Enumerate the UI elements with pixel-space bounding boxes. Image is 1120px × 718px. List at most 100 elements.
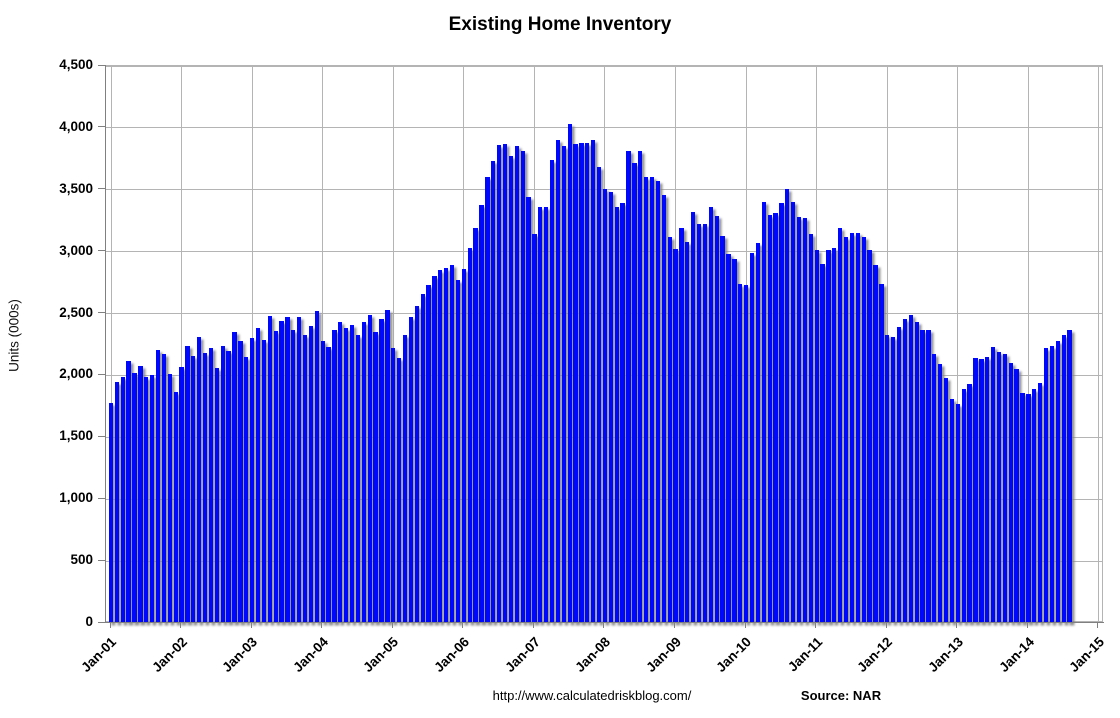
bar-2009-08 <box>714 215 719 623</box>
x-axis-line <box>99 622 1104 623</box>
bar-2013-06 <box>985 356 990 623</box>
bar-2010-02 <box>749 252 755 623</box>
x-tick-label-Jan-13: Jan-13 <box>925 634 967 676</box>
bar-2002-11 <box>238 340 243 623</box>
bar-2011-06 <box>843 236 849 623</box>
bar-2005-08 <box>432 276 437 623</box>
y-tick-label-2,000: 2,000 <box>59 366 93 382</box>
bar-2001-09 <box>155 350 161 623</box>
bar-2004-10 <box>373 332 378 623</box>
bar-2011-02 <box>820 264 825 623</box>
bar-2002-01 <box>179 366 184 623</box>
bar-2005-03 <box>402 334 408 623</box>
y-tick-mark <box>98 497 105 499</box>
bar-2003-03 <box>261 339 267 623</box>
y-tick-mark <box>98 312 105 314</box>
bar-2005-02 <box>397 358 402 623</box>
x-tick-label-Jan-02: Jan-02 <box>149 634 190 676</box>
y-tick-label-1,000: 1,000 <box>59 490 93 506</box>
bar-2008-07 <box>638 151 643 623</box>
bar-2009-11 <box>732 259 737 623</box>
bar-2013-02 <box>961 389 966 623</box>
bar-2005-05 <box>414 306 419 623</box>
bar-2003-04 <box>267 316 272 623</box>
bar-2001-08 <box>150 375 155 623</box>
bar-2010-12 <box>808 234 813 623</box>
bar-2003-12 <box>314 311 319 623</box>
footer-url: http://www.calculatedriskblog.com/ <box>492 688 692 703</box>
bar-2010-10 <box>796 217 802 623</box>
bar-2003-06 <box>279 320 284 623</box>
bar-2013-08 <box>996 351 1002 623</box>
footer-source: Source: NAR <box>800 688 882 703</box>
bar-2009-12 <box>738 283 743 623</box>
bar-2005-01 <box>391 348 396 623</box>
bar-2011-03 <box>826 250 831 623</box>
bar-2008-03 <box>614 207 619 623</box>
v-gridline-Jan-14 <box>1027 66 1029 621</box>
bar-2011-01 <box>814 250 819 623</box>
bar-2013-01 <box>955 403 960 623</box>
bar-2012-02 <box>891 337 896 623</box>
bar-2004-11 <box>379 318 384 623</box>
v-gridline-Jan-05 <box>392 66 394 621</box>
bar-2011-11 <box>873 265 878 623</box>
bar-2012-06 <box>914 322 919 623</box>
bar-2004-07 <box>355 334 361 623</box>
bar-2010-03 <box>755 243 761 623</box>
bar-2009-03 <box>685 241 690 623</box>
bar-2008-10 <box>655 181 661 623</box>
x-tick-label-Jan-11: Jan-11 <box>784 634 825 675</box>
x-tick-mark <box>250 622 252 628</box>
bar-2008-11 <box>661 194 666 623</box>
y-tick-label-3,000: 3,000 <box>59 242 93 258</box>
x-tick-label-Jan-08: Jan-08 <box>572 634 614 676</box>
bar-2007-11 <box>591 140 596 623</box>
y-tick-mark <box>98 435 105 437</box>
x-tick-mark <box>674 622 676 628</box>
bar-2005-09 <box>438 270 443 623</box>
bar-2010-09 <box>791 202 796 623</box>
bar-2002-02 <box>185 345 190 623</box>
y-tick-mark <box>98 188 105 190</box>
bar-2012-12 <box>949 398 955 623</box>
bar-2004-01 <box>320 340 325 623</box>
bar-2002-04 <box>197 337 202 623</box>
x-tick-mark <box>391 622 393 628</box>
x-tick-mark <box>956 622 958 628</box>
y-axis-line <box>105 65 106 623</box>
bar-2006-09 <box>508 156 514 623</box>
x-tick-label-Jan-12: Jan-12 <box>854 634 896 676</box>
bar-2004-09 <box>367 314 372 623</box>
bar-2006-06 <box>491 161 496 623</box>
bar-2003-08 <box>291 329 296 623</box>
bar-2013-07 <box>990 346 996 623</box>
y-tick-mark <box>98 373 105 375</box>
bar-2001-06 <box>138 365 143 623</box>
bar-2001-02 <box>114 381 120 623</box>
bar-2007-07 <box>567 124 572 623</box>
bar-2008-01 <box>602 188 608 623</box>
bar-2006-03 <box>473 228 478 623</box>
bar-2005-12 <box>455 280 461 623</box>
bar-2002-09 <box>226 350 231 623</box>
y-tick-label-0: 0 <box>85 614 93 629</box>
bar-2013-03 <box>967 384 972 623</box>
bar-2011-10 <box>867 250 872 623</box>
bar-2008-09 <box>649 177 655 623</box>
bar-2007-01 <box>532 234 537 623</box>
bar-2010-11 <box>802 218 808 623</box>
x-tick-mark <box>532 622 534 628</box>
bar-2011-05 <box>838 228 843 623</box>
x-tick-mark <box>462 622 464 628</box>
y-tick-label-4,500: 4,500 <box>59 57 93 72</box>
bar-2011-12 <box>879 283 884 623</box>
bar-2004-03 <box>332 329 337 623</box>
bar-2004-12 <box>385 309 390 623</box>
bar-2005-07 <box>426 285 431 623</box>
bar-2008-08 <box>644 177 649 623</box>
bar-2002-07 <box>214 368 219 623</box>
y-tick-label-2,500: 2,500 <box>59 304 93 320</box>
y-tick-mark <box>98 250 105 252</box>
